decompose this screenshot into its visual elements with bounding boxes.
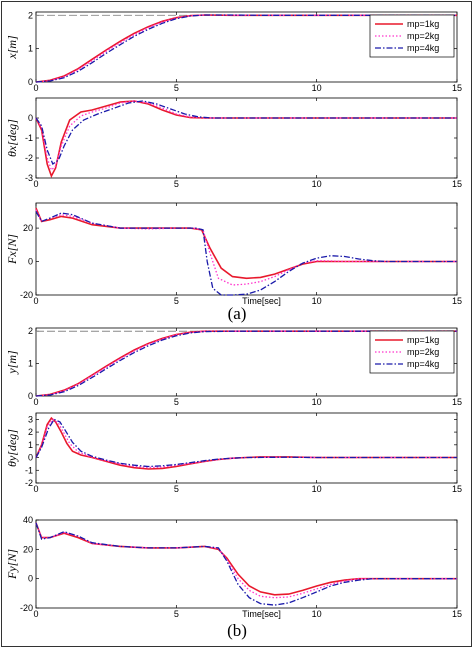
series-line-mp=1kg (35, 100, 457, 179)
y-tick-label: 3 (28, 414, 33, 424)
x-tick-label: 5 (174, 609, 179, 619)
y-tick-label: 1 (28, 440, 33, 450)
x-axis-label: Time[sec] (242, 609, 281, 619)
x-tick-label: 15 (452, 179, 462, 189)
y-axis-label: Fy[N] (5, 549, 19, 580)
legend-box (369, 330, 455, 374)
plot-area (35, 412, 458, 484)
y-axis-label: θx[deg] (5, 119, 19, 157)
y-tick-label: 40 (23, 515, 33, 525)
x-tick-label: 0 (33, 83, 38, 93)
y-tick-label: -20 (20, 290, 33, 300)
x-axis-label: Time[sec] (242, 296, 281, 306)
panel-a2: 0 5 10 15 -3 -2 -1 0 θx[deg] (5, 97, 462, 189)
panel-b1: 0 5 10 15 0 1 2 y[m] mp=1kg mp=2kg mp=4kg (5, 326, 462, 407)
legend-label: mp=4kg (407, 43, 439, 53)
y-tick-label: 0 (28, 453, 33, 463)
x-tick-label: 0 (33, 296, 38, 306)
x-tick-label: 15 (452, 609, 462, 619)
series-line-mp=4kg (35, 522, 457, 606)
legend-label: mp=2kg (407, 347, 439, 357)
x-tick-label: 15 (452, 484, 462, 494)
y-tick-label: 1 (28, 44, 33, 54)
series-line-mp=2kg (35, 522, 457, 599)
y-axis-label: y[m] (5, 350, 19, 375)
x-tick-label: 10 (312, 83, 322, 93)
legend: mp=1kg mp=2kg mp=4kg (369, 14, 455, 58)
y-tick-label: 20 (23, 223, 33, 233)
y-tick-label: -1 (25, 465, 33, 475)
y-tick-label: 1 (28, 359, 33, 369)
x-tick-label: 15 (452, 296, 462, 306)
y-axis-label: x[m] (5, 35, 19, 60)
y-tick-label: -1 (25, 133, 33, 143)
legend-box (369, 14, 455, 58)
y-axis-label: θy[deg] (5, 429, 19, 467)
x-tick-label: 15 (452, 83, 462, 93)
caption-a: (a) (228, 304, 247, 323)
x-tick-label: 10 (312, 484, 322, 494)
x-tick-label: 0 (33, 397, 38, 407)
x-tick-label: 5 (174, 83, 179, 93)
caption-b: (b) (227, 621, 247, 640)
series-line-mp=2kg (35, 209, 457, 286)
series-line-mp=4kg (35, 211, 457, 296)
x-tick-label: 0 (33, 609, 38, 619)
y-tick-label: 2 (28, 427, 33, 437)
panel-a1: 0 5 10 15 0 1 2 x[m] mp=1kg mp=2kg mp=4kg (5, 10, 462, 93)
series-line-mp=2kg (35, 330, 457, 397)
legend-label: mp=1kg (407, 335, 439, 345)
plot-area (35, 202, 458, 296)
y-tick-label: -2 (25, 478, 33, 488)
legend: mp=1kg mp=2kg mp=4kg (369, 330, 455, 374)
series-line-mp=4kg (35, 100, 457, 166)
x-tick-label: 0 (33, 484, 38, 494)
series-line-mp=4kg (35, 418, 457, 468)
x-tick-label: 10 (312, 397, 322, 407)
plot-area (35, 519, 458, 609)
y-tick-label: -2 (25, 153, 33, 163)
x-tick-label: 5 (174, 296, 179, 306)
y-tick-label: -3 (25, 173, 33, 183)
series-line-mp=4kg (35, 330, 457, 397)
y-tick-label: -20 (20, 603, 33, 613)
y-tick-label: 20 (23, 544, 33, 554)
x-tick-label: 5 (174, 484, 179, 494)
y-tick-label: 0 (28, 574, 33, 584)
y-tick-label: 0 (28, 77, 33, 87)
x-tick-label: 5 (174, 179, 179, 189)
x-tick-label: 10 (312, 179, 322, 189)
legend-label: mp=1kg (407, 19, 439, 29)
legend-label: mp=4kg (407, 359, 439, 369)
y-tick-label: 0 (28, 257, 33, 267)
y-tick-label: 2 (28, 10, 33, 20)
series-line-mp=2kg (35, 14, 457, 83)
series-line-mp=1kg (35, 522, 457, 596)
series-line-mp=4kg (35, 14, 457, 83)
x-tick-label: 10 (312, 609, 322, 619)
series-line-mp=2kg (35, 100, 457, 172)
x-tick-label: 10 (312, 296, 322, 306)
y-tick-label: 0 (28, 391, 33, 401)
x-tick-label: 5 (174, 397, 179, 407)
legend-label: mp=2kg (407, 31, 439, 41)
x-tick-label: 15 (452, 397, 462, 407)
y-tick-label: 0 (28, 113, 33, 123)
x-tick-label: 0 (33, 179, 38, 189)
y-axis-label: Fx[N] (5, 234, 19, 265)
y-tick-label: 2 (28, 326, 33, 336)
